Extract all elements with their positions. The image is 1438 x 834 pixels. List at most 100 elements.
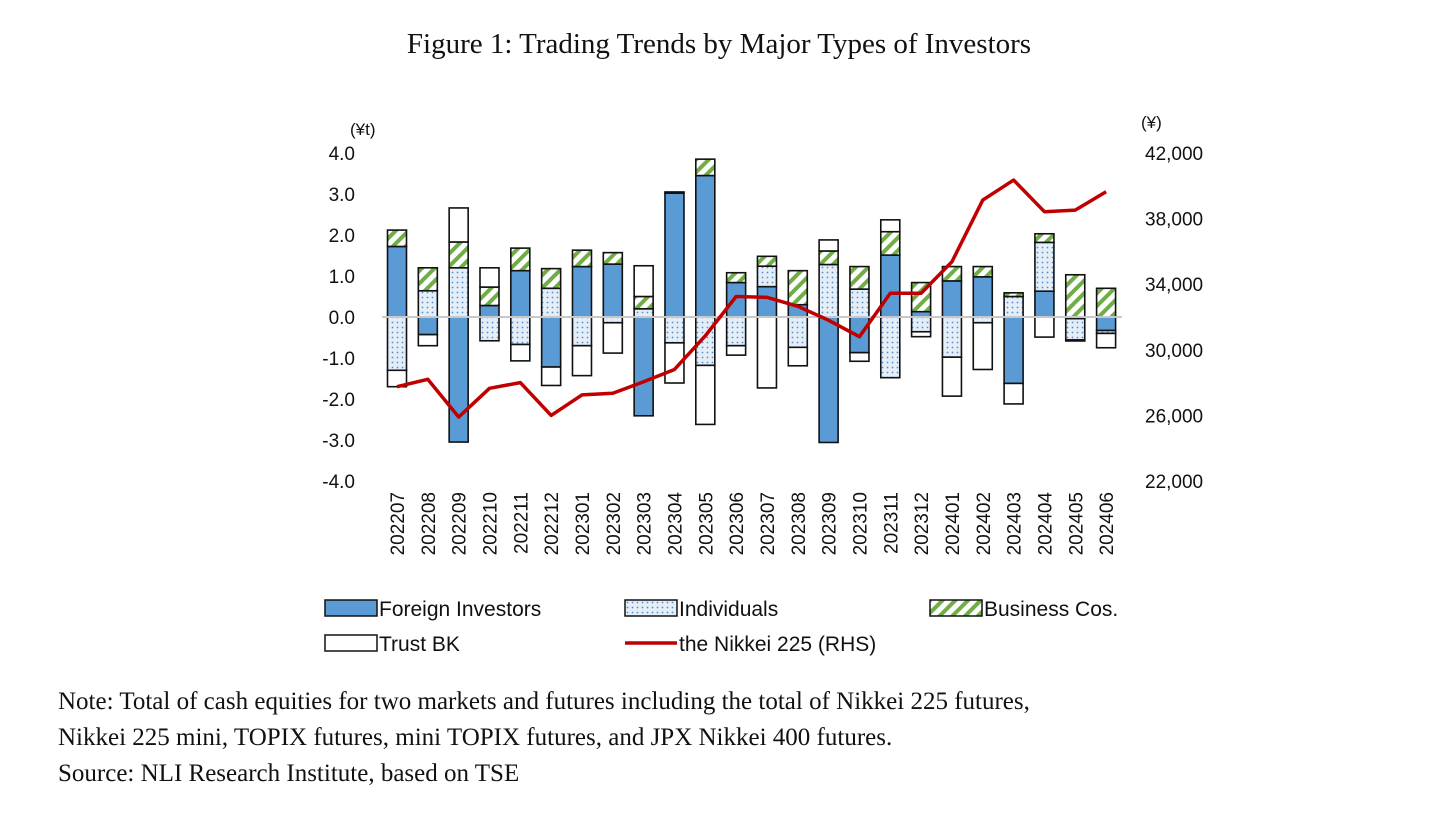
note-line-1: Note: Total of cash equities for two mar… xyxy=(58,688,1030,715)
bar-trust-bk-202305 xyxy=(694,364,716,426)
bar-foreign-investors-202208 xyxy=(417,316,439,336)
bar-trust-bk-202406 xyxy=(1095,332,1117,349)
bar-foreign-investors-202311 xyxy=(879,254,901,318)
bar-individuals-202405 xyxy=(1064,317,1086,341)
legend-swatch-business-cos- xyxy=(929,599,983,617)
bar-trust-bk-202308 xyxy=(787,346,809,367)
bar-trust-bk-202310 xyxy=(849,351,870,363)
x-tick-label: 202309 xyxy=(820,492,841,555)
bar-trust-bk-202404 xyxy=(1034,316,1055,338)
bar-individuals-202309 xyxy=(818,263,839,318)
bar-trust-bk-202311 xyxy=(879,219,901,233)
bar-individuals-202401 xyxy=(941,316,963,358)
bar-foreign-investors-202402 xyxy=(972,276,994,318)
bar-business-cos--202305 xyxy=(694,158,716,177)
bar-business-cos--202301 xyxy=(571,249,593,268)
bar-foreign-investors-202211 xyxy=(510,269,531,318)
x-tick-label: 202305 xyxy=(696,492,717,555)
bar-individuals-202210 xyxy=(479,316,500,342)
y-tick-label-right: 38,000 xyxy=(1145,210,1203,231)
bar-trust-bk-202309 xyxy=(818,239,839,252)
bar-trust-bk-202302 xyxy=(602,321,624,354)
legend-label: Trust BK xyxy=(379,633,460,656)
y-tick-label-right: 22,000 xyxy=(1145,472,1203,493)
bar-foreign-investors-202306 xyxy=(725,281,747,318)
legend-label: the Nikkei 225 (RHS) xyxy=(679,633,876,656)
x-tick-label: 202303 xyxy=(635,492,656,555)
bar-individuals-202403 xyxy=(1003,295,1024,318)
bar-trust-bk-202208 xyxy=(417,333,439,347)
x-tick-label: 202210 xyxy=(480,492,501,555)
bar-foreign-investors-202210 xyxy=(479,304,500,318)
legend-swatch-foreign-investors xyxy=(324,599,378,617)
x-tick-label: 202405 xyxy=(1066,492,1087,555)
bar-foreign-investors-202303 xyxy=(633,316,654,417)
legend-swatch-trust-bk xyxy=(324,634,378,652)
y-tick-label-left: 2.0 xyxy=(329,226,355,247)
bar-business-cos--202403 xyxy=(1003,292,1024,298)
bar-business-cos--202402 xyxy=(972,265,994,278)
chart-title: Figure 1: Trading Trends by Major Types … xyxy=(406,28,1032,60)
bar-business-cos--202303 xyxy=(633,295,654,310)
bar-foreign-investors-202406 xyxy=(1095,316,1117,332)
bar-business-cos--202311 xyxy=(879,230,901,256)
x-tick-label: 202404 xyxy=(1035,492,1056,556)
bar-foreign-investors-202305 xyxy=(694,174,716,318)
bar-foreign-investors-202403 xyxy=(1003,316,1024,385)
bar-business-cos--202211 xyxy=(510,247,531,272)
x-tick-label: 202401 xyxy=(943,492,964,555)
bar-trust-bk-202401 xyxy=(941,356,963,397)
y-tick-label-left: 1.0 xyxy=(329,267,355,288)
x-tick-label: 202207 xyxy=(388,492,409,555)
y-tick-label-right: 26,000 xyxy=(1145,406,1203,427)
bar-trust-bk-202402 xyxy=(972,321,994,371)
bar-individuals-202209 xyxy=(448,266,469,318)
bar-business-cos--202210 xyxy=(479,286,500,307)
bar-individuals-202311 xyxy=(879,316,901,379)
bar-foreign-investors-202209 xyxy=(448,316,469,443)
bar-trust-bk-202212 xyxy=(540,366,562,387)
x-tick-label: 202310 xyxy=(850,492,871,555)
bar-trust-bk-202210 xyxy=(479,266,500,288)
bar-business-cos--202406 xyxy=(1095,287,1117,318)
bar-individuals-202208 xyxy=(417,289,439,318)
bar-individuals-202306 xyxy=(725,316,747,347)
bar-individuals-202211 xyxy=(510,316,531,346)
y-axis-unit-right: (¥) xyxy=(1141,113,1162,132)
legend-swatch-individuals xyxy=(624,599,678,617)
legend-label: Individuals xyxy=(679,598,778,621)
x-tick-label: 202306 xyxy=(727,492,748,555)
bar-trust-bk-202209 xyxy=(448,207,469,243)
bar-business-cos--202309 xyxy=(818,250,839,266)
bar-business-cos--202212 xyxy=(540,267,562,290)
bar-individuals-202212 xyxy=(540,287,562,318)
x-tick-label: 202208 xyxy=(419,492,440,555)
y-axis-unit-left: (¥t) xyxy=(350,120,376,139)
bar-individuals-202304 xyxy=(664,316,685,344)
bar-foreign-investors-202301 xyxy=(571,265,593,318)
bar-trust-bk-202312 xyxy=(910,330,932,338)
x-tick-label: 202304 xyxy=(665,492,686,556)
x-tick-label: 202312 xyxy=(912,492,933,555)
bar-foreign-investors-202302 xyxy=(602,263,624,318)
x-tick-label: 202301 xyxy=(573,492,594,555)
bar-business-cos--202306 xyxy=(725,271,747,284)
bar-individuals-202404 xyxy=(1034,241,1055,292)
bar-trust-bk-202211 xyxy=(510,343,531,362)
y-tick-label-left: 3.0 xyxy=(329,185,355,206)
bar-individuals-202301 xyxy=(571,316,593,347)
bar-foreign-investors-202404 xyxy=(1034,290,1055,318)
note-line-2: Nikkei 225 mini, TOPIX futures, mini TOP… xyxy=(58,724,893,751)
legend-label: Foreign Investors xyxy=(379,598,541,621)
bar-individuals-202307 xyxy=(756,265,778,288)
bar-business-cos--202208 xyxy=(417,266,439,292)
bar-trust-bk-202403 xyxy=(1003,382,1024,405)
nikkei-225-line xyxy=(396,178,1107,419)
y-tick-label-left: -3.0 xyxy=(322,431,355,452)
bar-business-cos--202304 xyxy=(664,191,685,194)
y-tick-label-left: -4.0 xyxy=(322,472,355,493)
bar-individuals-202207 xyxy=(386,316,408,372)
x-tick-label: 202406 xyxy=(1097,492,1118,555)
bar-foreign-investors-202212 xyxy=(540,316,562,368)
bar-business-cos--202209 xyxy=(448,241,469,269)
